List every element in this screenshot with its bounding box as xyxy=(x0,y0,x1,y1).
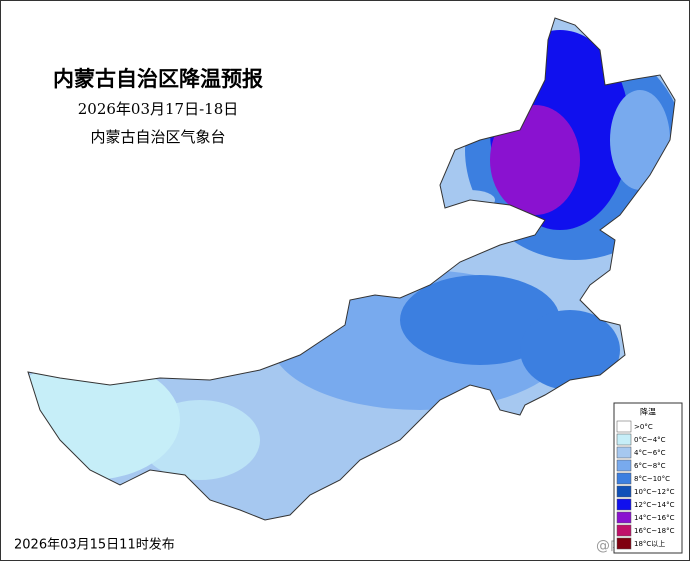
issuer: 内蒙古自治区气象台 xyxy=(90,128,225,146)
legend-title: 降温 xyxy=(640,407,656,417)
legend-swatch xyxy=(616,420,632,433)
issue-time: 2026年03月15日11时发布 xyxy=(14,537,175,553)
legend-label: >0°C xyxy=(634,423,653,431)
legend-label: 18°C以上 xyxy=(634,539,665,548)
legend-swatch xyxy=(616,446,632,459)
legend-swatch xyxy=(616,459,632,472)
subtitle: 2026年03月17日-18日 xyxy=(78,100,239,118)
legend-swatch xyxy=(616,537,632,550)
title: 内蒙古自治区降温预报 xyxy=(53,67,263,91)
legend-swatch xyxy=(616,433,632,446)
legend-label: 4°C~6°C xyxy=(634,449,666,457)
legend-label: 0°C~4°C xyxy=(634,436,666,444)
legend-label: 16°C~18°C xyxy=(634,527,675,535)
legend-swatch xyxy=(616,472,632,485)
legend-swatch xyxy=(616,498,632,511)
legend-swatch xyxy=(616,485,632,498)
legend-swatch xyxy=(616,524,632,537)
legend-label: 10°C~12°C xyxy=(634,488,675,496)
legend-label: 8°C~10°C xyxy=(634,475,670,483)
legend: 降温 >0°C 0°C~4°C 4°C~6°C 6°C~8°C 8°C~10°C 10°C… xyxy=(613,402,683,554)
legend-label: 6°C~8°C xyxy=(634,462,666,470)
legend-label: 14°C~16°C xyxy=(634,514,675,522)
region-outline xyxy=(27,17,676,521)
legend-label: 12°C~14°C xyxy=(634,501,675,509)
legend-swatch xyxy=(616,511,632,524)
